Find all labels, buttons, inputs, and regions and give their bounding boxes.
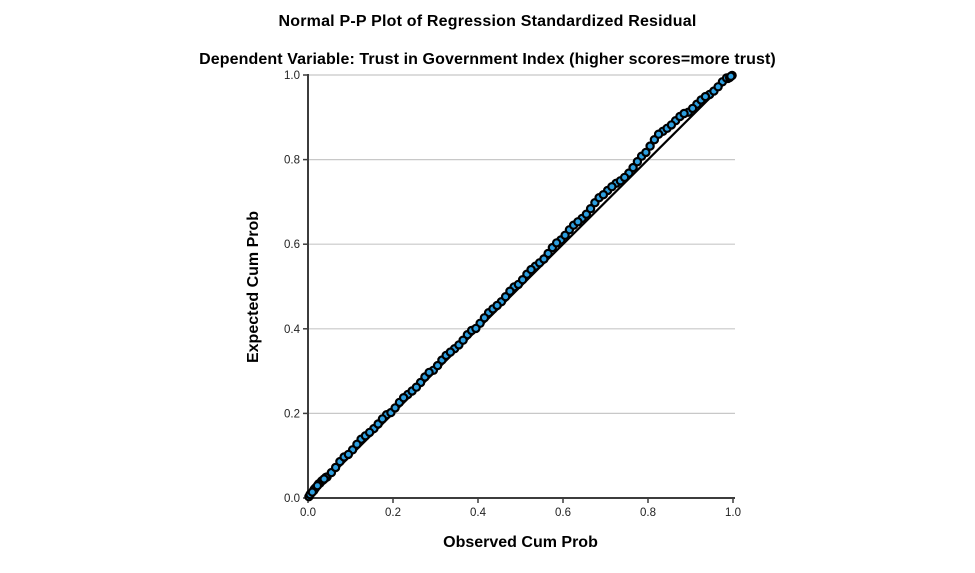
data-point (505, 286, 515, 296)
data-point (551, 238, 562, 248)
data-point (411, 382, 422, 392)
data-point (445, 347, 456, 357)
data-point (319, 474, 329, 484)
x-tick-label: 0.6 (555, 507, 571, 519)
data-point (619, 172, 630, 183)
data-point (560, 230, 570, 240)
data-point (653, 129, 664, 139)
y-tick-label: 0.8 (284, 155, 300, 167)
y-tick-label: 0.6 (284, 239, 300, 251)
data-point (632, 156, 643, 167)
chart-subtitle: Dependent Variable: Trust in Government … (199, 51, 776, 68)
data-point (330, 462, 341, 473)
data-point (598, 189, 609, 200)
data-point (517, 275, 528, 285)
data-point (432, 360, 443, 371)
data-point (424, 367, 434, 378)
data-point (492, 300, 502, 311)
y-tick-label: 0.4 (284, 324, 301, 336)
data-point (679, 108, 689, 119)
data-point (666, 120, 677, 130)
data-point (352, 439, 362, 449)
data-point (479, 313, 490, 323)
data-point (585, 203, 596, 214)
data-point (645, 141, 655, 151)
data-point (398, 393, 409, 403)
data-point (628, 162, 638, 173)
data-point (607, 181, 617, 192)
data-point (471, 323, 481, 334)
y-tick-label: 0.2 (284, 408, 300, 420)
y-tick-label: 0.0 (284, 493, 300, 505)
data-point (539, 254, 549, 264)
data-point (312, 481, 323, 491)
x-axis-label: Observed Cum Prob (443, 534, 598, 551)
data-point (343, 449, 354, 460)
x-tick-label: 0.8 (640, 507, 656, 519)
chart-title: Normal P-P Plot of Regression Standardiz… (278, 13, 697, 30)
data-point (713, 82, 723, 92)
data-point (458, 335, 468, 345)
y-tick-label: 1.0 (284, 70, 300, 82)
data-point (377, 414, 388, 424)
data-point (573, 217, 583, 227)
data-point (726, 71, 736, 82)
data-point (307, 487, 317, 497)
data-point (390, 403, 400, 413)
x-tick-label: 0.2 (385, 507, 401, 519)
x-tick-label: 0.0 (300, 507, 316, 519)
data-point (641, 147, 651, 158)
x-tick-label: 0.4 (470, 507, 487, 519)
data-point (364, 427, 375, 438)
data-point (687, 103, 698, 114)
data-point (700, 91, 711, 102)
data-point (526, 264, 536, 275)
x-tick-label: 1.0 (725, 507, 741, 519)
